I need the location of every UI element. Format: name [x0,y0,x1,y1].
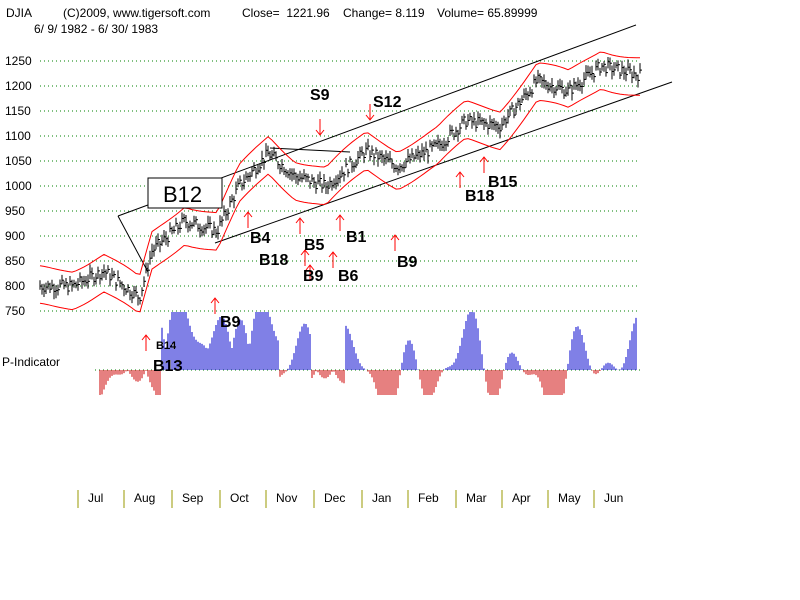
header-date-range: 6/ 9/ 1982 - 6/ 30/ 1983 [34,22,159,36]
channel-line [214,81,673,244]
channel-line [269,147,351,153]
header-close: Close= 1221.96 [242,6,330,20]
signal-arrowhead [455,171,465,178]
signal-arrowhead [295,217,305,224]
x-month-label: Jun [604,491,623,505]
signal-arrowhead [141,334,151,341]
signal-arrowhead [305,264,315,271]
price-bands [39,51,640,313]
lower-band [39,89,640,313]
x-month-label: Aug [134,491,155,505]
price-bars [39,57,642,306]
signal-arrowhead [210,297,220,304]
y-tick-label: 1200 [5,79,32,93]
signal-label: B4 [250,230,271,247]
header-change: Change= 8.119 [343,6,425,20]
signal-label: S12 [373,94,402,111]
signal-arrowhead [243,211,253,218]
x-month-label: Sep [182,491,204,505]
channel-line [117,215,149,273]
x-month-label: Feb [418,491,439,505]
y-tick-label: 850 [5,254,25,268]
y-tick-label: 950 [5,204,25,218]
signal-arrowhead [479,156,489,163]
signal-arrowhead [365,114,375,121]
signal-label: B18 [465,188,494,205]
signal-label: B15 [488,174,517,191]
y-tick-label: 1000 [5,179,32,193]
x-month-label: Apr [512,491,531,505]
signal-label: B9 [220,314,241,331]
x-month-label: Oct [230,491,249,505]
indicator-label: P-Indicator [2,355,60,369]
signal-label: B9 [397,254,418,271]
signal-arrowhead [300,249,310,256]
signal-label: B1 [346,229,367,246]
signal-label: S9 [310,87,330,104]
signal-label: B12 [163,182,202,207]
header-ticker: DJIA [6,6,33,20]
signal-label: B18 [259,252,288,269]
y-tick-label: 750 [5,304,25,318]
signal-arrowhead [335,214,345,221]
y-tick-label: 1150 [5,104,31,118]
y-tick-label: 800 [5,279,25,293]
y-tick-label: 900 [5,229,25,243]
y-tick-label: 1250 [5,54,32,68]
signal-arrowhead [315,129,325,136]
x-month-label: Nov [276,491,297,505]
y-tick-label: 1100 [5,129,31,143]
header-volume: Volume= 65.89999 [437,6,538,20]
p-indicator-histogram [99,312,637,395]
x-axis-months: Jul Aug Sep Oct Nov Dec Jan Feb Mar Apr May Jun [77,490,623,508]
x-month-label: Jan [372,491,391,505]
signal-label: B5 [304,237,325,254]
x-month-label: Dec [324,491,345,505]
y-axis-ticks: 1250 1200 1150 1100 1050 1000 950 900 850 800 750 P… [2,54,60,369]
signal-label: B13 [153,358,182,375]
signal-box [147,177,223,209]
signal-label: B14 [156,340,177,352]
y-tick-label: 1050 [5,154,32,168]
signal-arrowhead [328,251,338,258]
signal-arrowhead [390,234,400,241]
header-copyright: (C)2009, www.tigersoft.com [63,6,211,20]
signal-label: B6 [338,268,359,285]
signal-label: B9 [303,268,324,285]
x-month-label: Jul [88,491,103,505]
x-month-label: Mar [466,491,487,505]
x-month-label: May [558,491,581,505]
upper-band [39,51,640,275]
